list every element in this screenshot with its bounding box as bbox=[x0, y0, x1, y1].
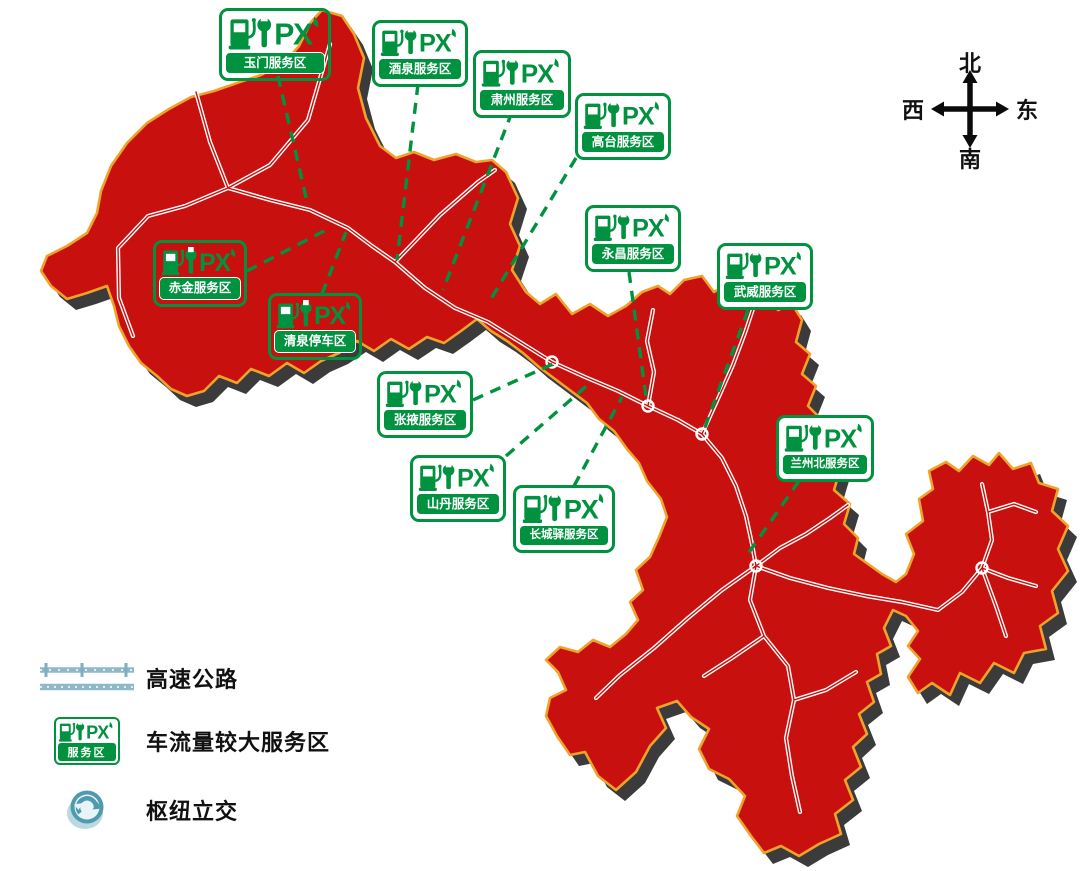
service-area-sign-shandan[interactable]: 山丹服务区 bbox=[410, 455, 506, 523]
legend-busy-service-area-label: 车流量较大服务区 bbox=[146, 729, 331, 755]
compass-north-label: 北 bbox=[958, 51, 982, 76]
service-area-sign-lanzhoubei[interactable]: 兰州北服务区 bbox=[776, 415, 874, 482]
service-sign-icons bbox=[58, 720, 114, 744]
service-sign-icons bbox=[275, 298, 352, 332]
legend-hub-interchange-label: 枢纽立交 bbox=[146, 798, 239, 824]
service-sign-icons bbox=[480, 55, 561, 90]
service-sign-icons bbox=[379, 25, 458, 59]
compass-rose: 北 南 西 东 bbox=[900, 48, 1040, 172]
service-sign-icons bbox=[160, 245, 237, 279]
service-area-name: 兰州北服务区 bbox=[782, 453, 868, 475]
legend-expressway-label: 高速公路 bbox=[146, 667, 239, 692]
legend-item-busy-service-area: 服务区 车流量较大服务区 bbox=[28, 717, 428, 765]
service-area-sign-gaotai[interactable]: 高台服务区 bbox=[575, 93, 671, 161]
service-area-name: 武威服务区 bbox=[723, 280, 807, 304]
compass-east-label: 东 bbox=[1015, 98, 1038, 123]
map-legend: 高速公路 服务区 车流量较大服务区 bbox=[28, 660, 428, 855]
service-sign-icons bbox=[582, 98, 661, 132]
compass-cross-icon bbox=[931, 70, 1009, 148]
service-area-sign-changchengyi[interactable]: 长城驿服务区 bbox=[513, 485, 615, 553]
service-area-name: 山丹服务区 bbox=[416, 492, 500, 516]
compass-west-label: 西 bbox=[902, 98, 925, 123]
service-area-name: 高台服务区 bbox=[581, 130, 665, 154]
service-sign-icons bbox=[521, 490, 605, 526]
service-area-sign-suzhou[interactable]: 肃州服务区 bbox=[473, 50, 571, 118]
sign-leader-lines bbox=[246, 75, 801, 559]
service-area-name: 张掖服务区 bbox=[383, 408, 467, 432]
service-area-name: 肃州服务区 bbox=[479, 88, 565, 111]
service-area-name: 长城驿服务区 bbox=[519, 525, 609, 546]
service-area-sign-yumen[interactable]: 玉门服务区 bbox=[219, 8, 331, 81]
service-area-name: 玉门服务区 bbox=[225, 51, 325, 74]
service-area-name: 酒泉服务区 bbox=[378, 57, 462, 81]
interchange-swirl-icon bbox=[28, 786, 146, 834]
compass-south-label: 南 bbox=[958, 147, 982, 172]
service-sign-icons bbox=[384, 376, 463, 410]
service-sign-icons bbox=[417, 460, 496, 494]
legend-item-expressway: 高速公路 bbox=[28, 660, 428, 696]
service-sign-icons bbox=[592, 210, 671, 244]
service-area-sign-zhangye[interactable]: 张掖服务区 bbox=[377, 371, 473, 439]
highway-network bbox=[115, 41, 1039, 815]
service-sign-icons bbox=[724, 248, 803, 282]
expressway-symbol bbox=[28, 660, 146, 696]
service-area-sign-yongchang[interactable]: 永昌服务区 bbox=[585, 205, 681, 273]
legend-item-hub-interchange: 枢纽立交 bbox=[28, 786, 428, 834]
service-area-sign-wuwei[interactable]: 武威服务区 bbox=[717, 243, 813, 311]
service-sign-icons bbox=[227, 13, 320, 53]
legend-sign-text: 服务区 bbox=[58, 742, 116, 761]
interchange-markers bbox=[545, 355, 989, 575]
parking-area-sign-qingquan[interactable]: 清泉停车区 bbox=[268, 293, 362, 360]
service-area-name: 永昌服务区 bbox=[591, 242, 675, 266]
service-area-sign-icon: 服务区 bbox=[54, 717, 120, 765]
service-area-name: 赤金服务区 bbox=[159, 277, 241, 300]
service-area-name: 清泉停车区 bbox=[274, 330, 356, 353]
service-sign-icons bbox=[783, 420, 864, 455]
service-area-sign-chijin[interactable]: 赤金服务区 bbox=[153, 240, 247, 307]
service-area-sign-jiuquan[interactable]: 酒泉服务区 bbox=[372, 20, 468, 88]
